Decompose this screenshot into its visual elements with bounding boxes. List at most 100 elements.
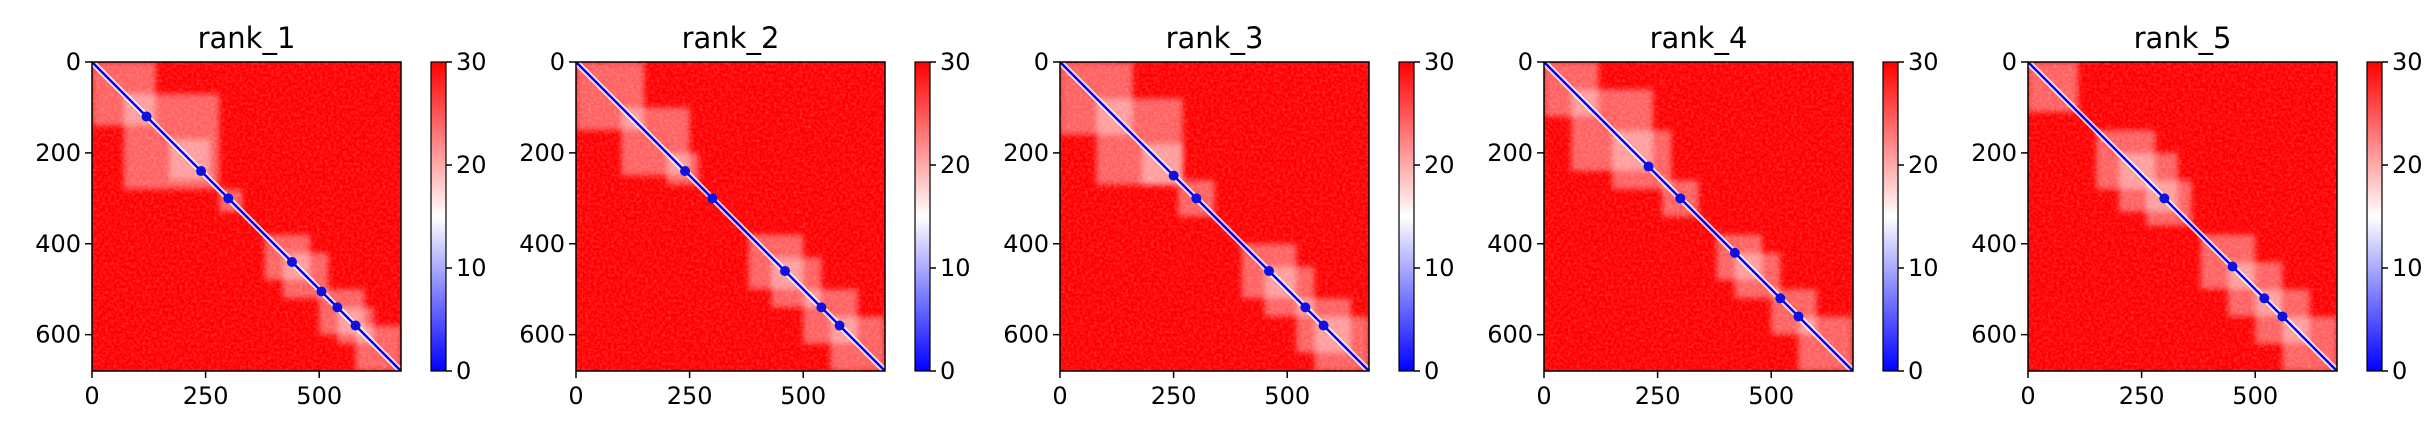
diagonal-dot (2259, 293, 2270, 304)
colorbar-tick-label: 20 (1908, 151, 1939, 179)
colorbar-tick-label: 20 (456, 151, 487, 179)
diagonal-dot (1729, 247, 1740, 258)
diagonal-dot (1643, 161, 1654, 172)
colorbar-tick-label: 30 (2392, 48, 2423, 76)
axes-frame (2027, 61, 2338, 372)
diagonal-dot (780, 266, 791, 277)
diagonal-line (1060, 62, 1369, 371)
colorbar-tick-label: 0 (456, 357, 471, 385)
y-tick-label: 400 (1003, 230, 1049, 258)
colorbar-tick-label: 30 (1424, 48, 1455, 76)
diagonal-line (576, 62, 885, 371)
x-tick-label: 500 (2232, 382, 2278, 410)
colorbar-tick-label: 30 (1908, 48, 1939, 76)
y-tick-label: 600 (519, 321, 565, 349)
panel-title: rank_1 (198, 21, 296, 55)
y-tick-label: 0 (66, 48, 81, 76)
colorbar-tick-label: 20 (1424, 151, 1455, 179)
diagonal-dot (834, 320, 845, 331)
heatmap-panel-4: rank_4 0 250 500 0 200 400 600 0 10 20 30 (1487, 21, 1938, 410)
y-tick-label: 600 (1003, 321, 1049, 349)
diagonal-dot (1775, 293, 1786, 304)
colorbar-tick-label: 10 (456, 254, 487, 282)
colorbar-tick-label: 0 (2392, 357, 2407, 385)
diagonal-dot (707, 193, 718, 204)
colorbar-tick-label: 20 (940, 151, 971, 179)
y-tick-label: 200 (35, 139, 81, 167)
diagonal-dot (680, 166, 691, 177)
diagonal-dot (332, 302, 343, 313)
colorbar-tick-label: 0 (940, 357, 955, 385)
x-tick-label: 0 (2020, 382, 2035, 410)
x-tick-label: 500 (1748, 382, 1794, 410)
y-tick-label: 0 (550, 48, 565, 76)
axes-frame (1059, 61, 1370, 372)
y-tick-label: 200 (1971, 139, 2017, 167)
diagonal-dot (2159, 193, 2170, 204)
axes-frame (1543, 61, 1854, 372)
x-tick-label: 0 (1536, 382, 1551, 410)
y-tick-label: 400 (35, 230, 81, 258)
heatmap-image (1060, 62, 1369, 371)
y-tick-label: 200 (519, 139, 565, 167)
y-tick-label: 400 (1971, 230, 2017, 258)
y-tick-label: 400 (519, 230, 565, 258)
heatmap-panel-1: rank_1 0 250 500 0 200 400 600 0 10 20 30 (35, 21, 486, 410)
y-tick-label: 200 (1003, 139, 1049, 167)
diagonal-dot (141, 111, 152, 122)
diagonal-dot (350, 320, 361, 331)
colorbar-tick-label: 10 (2392, 254, 2423, 282)
heatmap-panel-5: rank_5 0 250 500 0 200 400 600 0 10 20 30 (1971, 21, 2422, 410)
heatmap-panel-2: rank_2 0 250 500 0 200 400 600 0 10 20 30 (519, 21, 970, 410)
axes-frame (575, 61, 886, 372)
y-tick-label: 0 (1034, 48, 1049, 76)
diagonal-dot (2277, 311, 2288, 322)
diagonal-dot (286, 256, 297, 267)
x-tick-label: 0 (568, 382, 583, 410)
diagonal-dot (1191, 193, 1202, 204)
diagonal-dot (1300, 302, 1311, 313)
x-tick-label: 500 (296, 382, 342, 410)
diagonal-dot (816, 302, 827, 313)
y-tick-label: 400 (1487, 230, 1533, 258)
x-tick-label: 0 (1052, 382, 1067, 410)
x-tick-label: 500 (780, 382, 826, 410)
panel-title: rank_5 (2134, 21, 2232, 55)
diagonal-dot (196, 166, 207, 177)
diagonal-dot (223, 193, 234, 204)
colorbar-tick-label: 10 (940, 254, 971, 282)
colorbar (430, 61, 447, 372)
y-tick-label: 600 (1487, 321, 1533, 349)
colorbar-tick-label: 10 (1908, 254, 1939, 282)
heatmap-image (576, 62, 885, 371)
colorbar-tick-label: 30 (940, 48, 971, 76)
colorbar (1398, 61, 1415, 372)
diagonal-dot (1793, 311, 1804, 322)
panel-title: rank_4 (1650, 21, 1748, 55)
x-tick-label: 250 (183, 382, 229, 410)
y-tick-label: 600 (35, 321, 81, 349)
x-tick-label: 250 (2119, 382, 2165, 410)
y-tick-label: 600 (1971, 321, 2017, 349)
axes-frame (91, 61, 402, 372)
y-tick-label: 200 (1487, 139, 1533, 167)
colorbar (914, 61, 931, 372)
colorbar (1882, 61, 1899, 372)
heatmap-image (2028, 62, 2337, 371)
x-tick-label: 0 (84, 382, 99, 410)
heatmap-image (1544, 62, 1853, 371)
colorbar-tick-label: 0 (1908, 357, 1923, 385)
colorbar-tick-label: 0 (1424, 357, 1439, 385)
x-tick-label: 250 (1151, 382, 1197, 410)
diagonal-dot (316, 286, 327, 297)
colorbar-tick-label: 30 (456, 48, 487, 76)
x-tick-label: 250 (667, 382, 713, 410)
y-tick-label: 0 (1518, 48, 1533, 76)
diagonal-dot (1168, 170, 1179, 181)
diagonal-dot (1264, 266, 1275, 277)
colorbar-tick-label: 20 (2392, 151, 2423, 179)
heatmap-image (92, 62, 401, 371)
x-tick-label: 500 (1264, 382, 1310, 410)
panel-title: rank_3 (1166, 21, 1264, 55)
